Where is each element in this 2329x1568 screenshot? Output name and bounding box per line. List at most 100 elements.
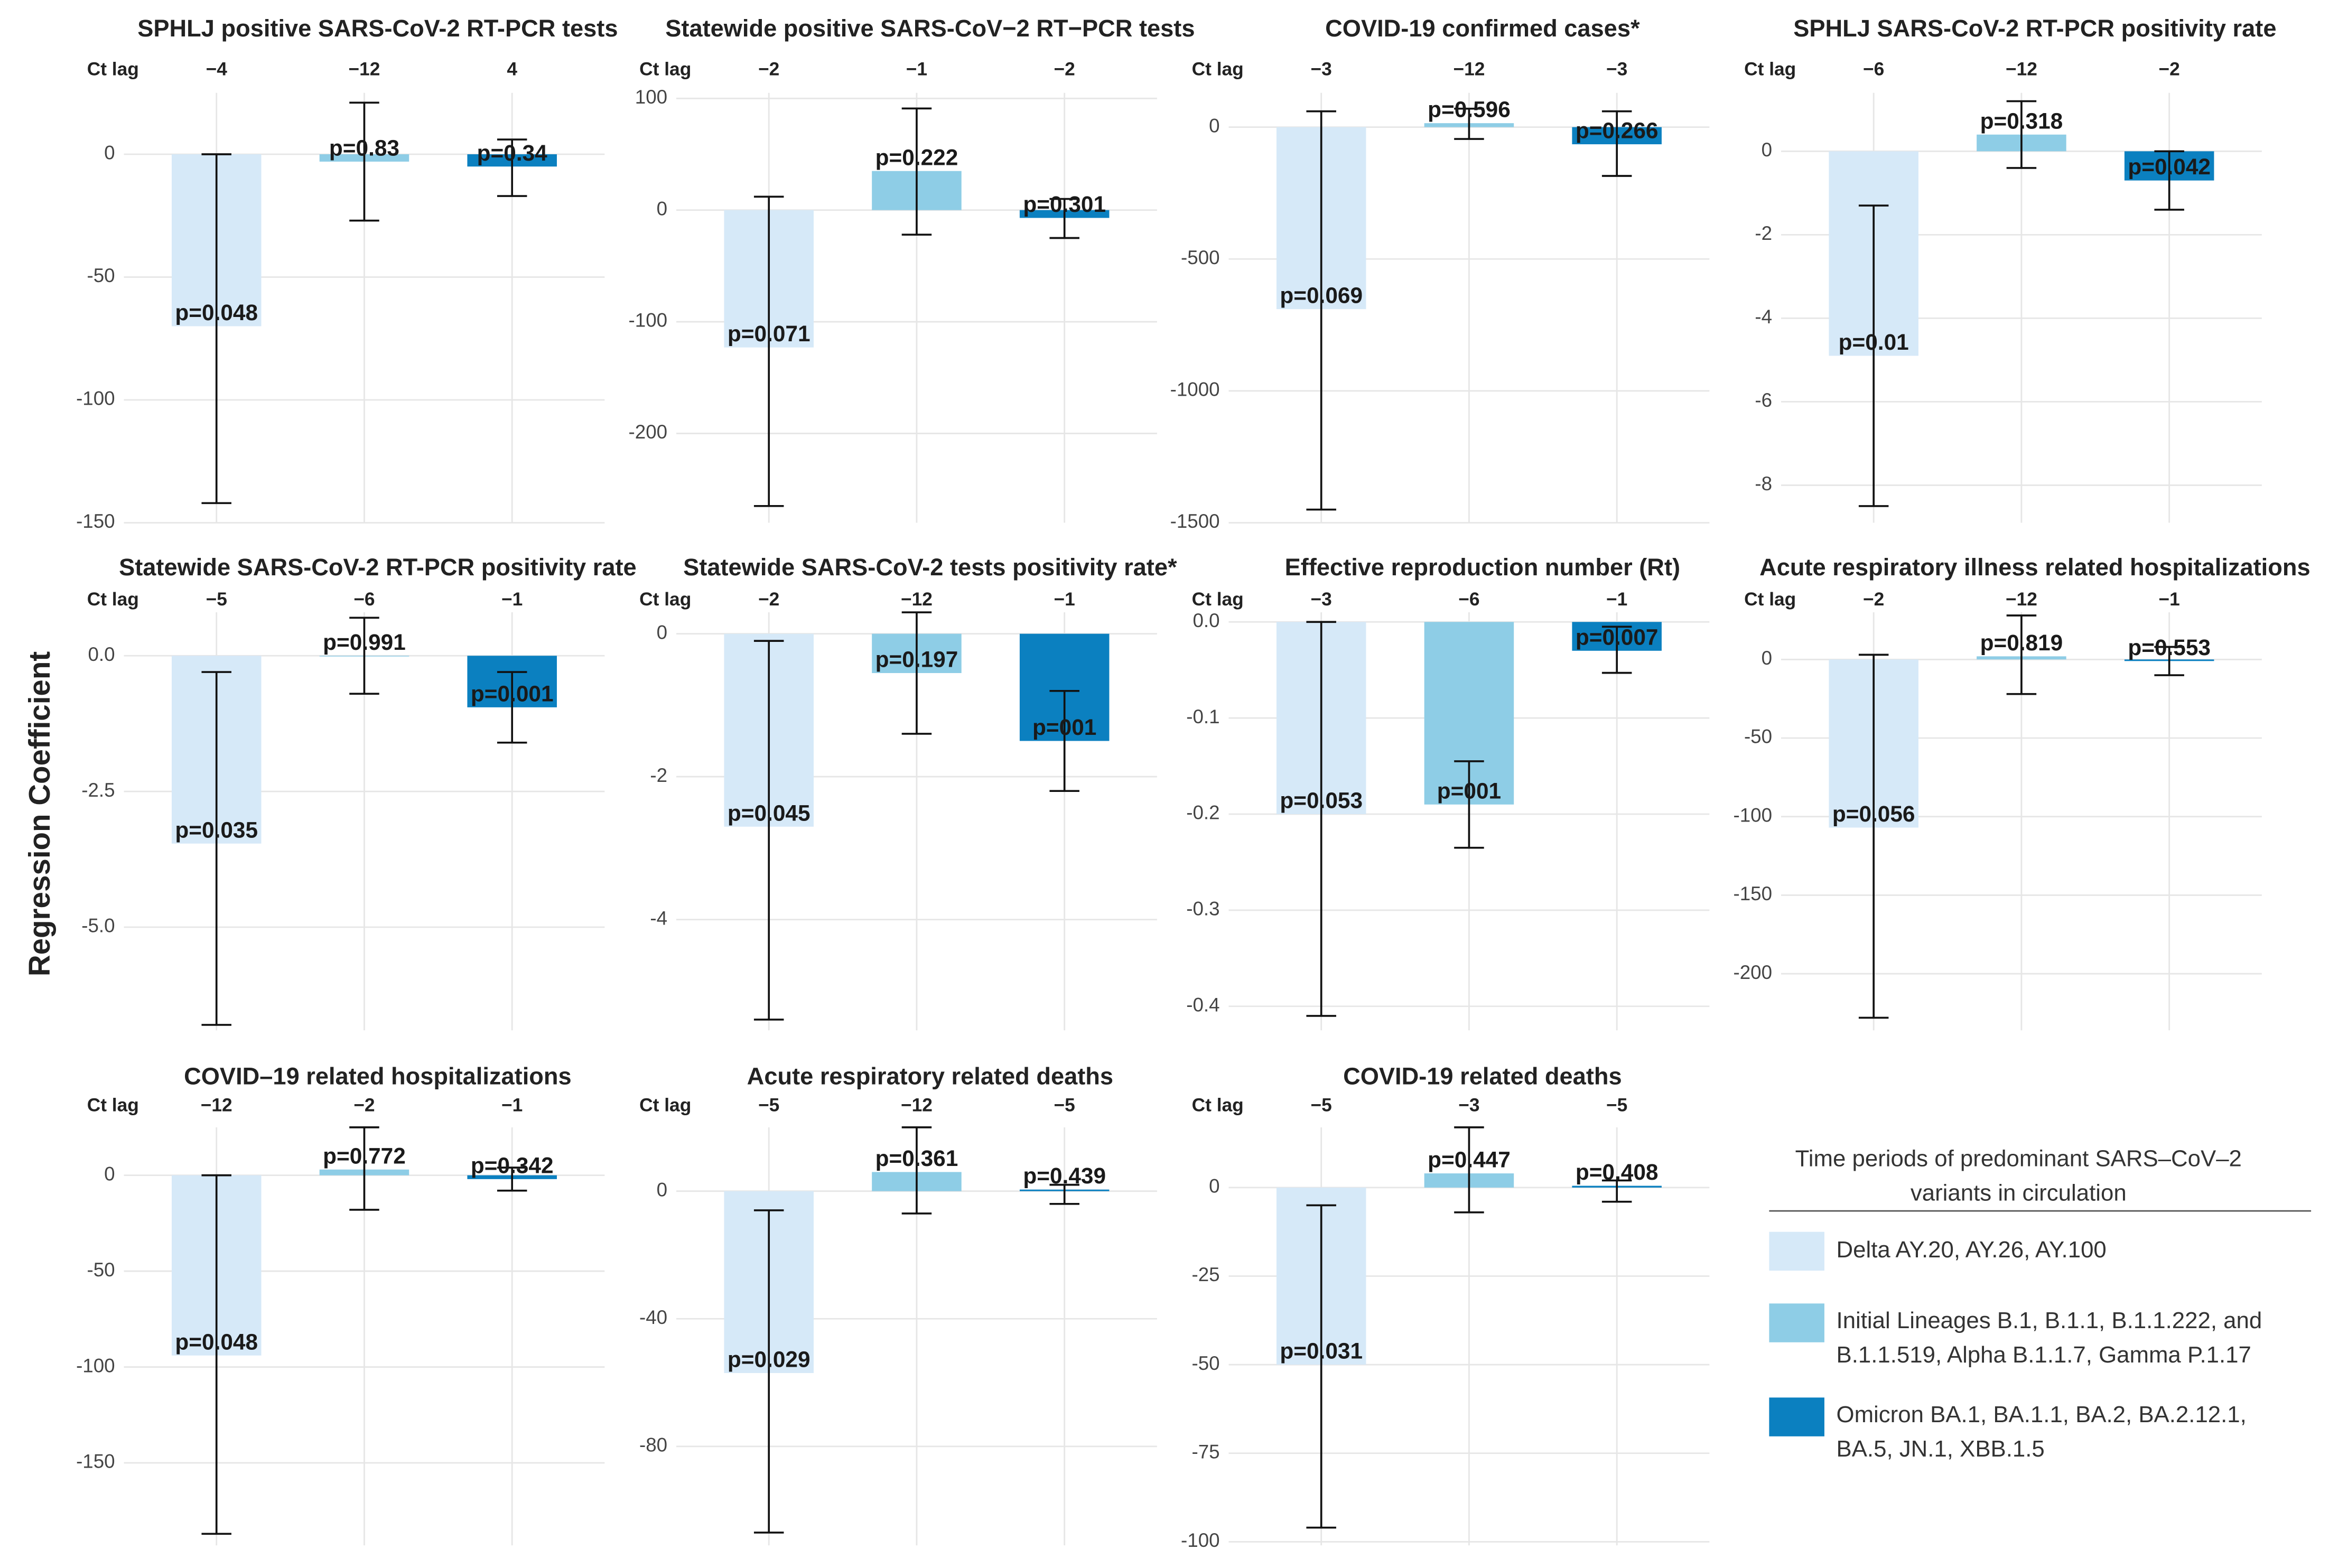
- legend-label: B.1.1.519, Alpha B.1.1.7, Gamma P.1.17: [1837, 1342, 2251, 1368]
- p-value-label: p=0.361: [875, 1146, 958, 1171]
- y-tick-label: 100: [635, 86, 667, 108]
- y-tick-label: -4: [1755, 306, 1772, 328]
- ct-lag-value: −5: [758, 1095, 779, 1116]
- ct-lag-label: Ct lag: [1744, 589, 1796, 610]
- y-tick-label: -75: [1191, 1441, 1219, 1462]
- p-value-label: p=0.318: [1980, 108, 2063, 133]
- y-tick-label: -80: [639, 1434, 667, 1456]
- ct-lag-value: −3: [1311, 589, 1332, 610]
- ct-lag-label: Ct lag: [1192, 1095, 1244, 1116]
- p-value-label: p=0.053: [1280, 788, 1363, 813]
- ct-lag-label: Ct lag: [639, 59, 691, 80]
- y-tick-label: -5.0: [81, 915, 115, 937]
- y-tick-label: -6: [1755, 389, 1772, 411]
- ct-lag-value: −4: [206, 59, 228, 80]
- legend-label: Delta AY.20, AY.26, AY.100: [1837, 1237, 2107, 1263]
- ct-lag-value: −12: [2006, 589, 2037, 610]
- y-tick-label: 0.0: [88, 643, 115, 665]
- p-value-label: p=0.01: [1839, 330, 1909, 354]
- p-value-label: p=0.266: [1576, 118, 1659, 143]
- y-tick-label: 0: [657, 198, 667, 219]
- p-value-label: p=0.048: [175, 1329, 258, 1354]
- ct-lag-label: Ct lag: [87, 589, 139, 610]
- p-value-label: p=0.83: [329, 136, 399, 161]
- y-tick-label: -150: [76, 510, 115, 532]
- y-tick-label: -100: [1734, 804, 1773, 826]
- p-value-label: p=0.001: [471, 681, 554, 706]
- p-value-label: p=0.553: [2128, 635, 2211, 660]
- y-tick-label: -100: [629, 310, 668, 331]
- p-value-label: p=0.048: [175, 300, 258, 325]
- p-value-label: p=0.34: [477, 141, 548, 165]
- y-tick-label: -0.4: [1186, 994, 1219, 1015]
- ct-lag-label: Ct lag: [639, 1095, 691, 1116]
- p-value-label: p=0.447: [1428, 1147, 1511, 1172]
- p-value-label: p=0.772: [323, 1143, 406, 1168]
- legend-label: BA.5, JN.1, XBB.1.5: [1837, 1436, 2045, 1462]
- y-tick-label: 0: [1762, 647, 1772, 669]
- ct-lag-value: −3: [1606, 59, 1627, 80]
- p-value-label: p=0.342: [471, 1153, 554, 1178]
- y-tick-label: -200: [1734, 962, 1773, 983]
- y-tick-label: 0: [104, 142, 115, 164]
- y-tick-label: -50: [1744, 726, 1772, 748]
- y-tick-label: -150: [1734, 883, 1773, 904]
- ct-lag-value: −1: [2159, 589, 2180, 610]
- p-value-label: p=0.439: [1023, 1163, 1106, 1188]
- ct-lag-value: −6: [353, 589, 375, 610]
- p-value-label: p=0.056: [1832, 801, 1915, 826]
- ct-lag-value: −2: [1863, 589, 1884, 610]
- y-tick-label: -2: [1755, 222, 1772, 244]
- ct-lag-value: −2: [758, 589, 779, 610]
- y-tick-label: -50: [1191, 1352, 1219, 1374]
- ct-lag-value: −5: [1311, 1095, 1332, 1116]
- y-tick-label: -1000: [1170, 379, 1220, 400]
- ct-lag-value: −6: [1458, 589, 1479, 610]
- panel-title: Acute respiratory related deaths: [747, 1063, 1113, 1090]
- p-value-label: p=0.819: [1980, 630, 2063, 655]
- p-value-label: p=0.035: [175, 817, 258, 842]
- p-value-label: p=0.197: [875, 647, 958, 672]
- y-tick-label: -1500: [1170, 510, 1220, 532]
- ct-lag-value: −1: [906, 59, 927, 80]
- y-tick-label: 0: [1209, 1175, 1219, 1197]
- ct-lag-value: −3: [1458, 1095, 1479, 1116]
- ct-lag-value: −2: [758, 59, 779, 80]
- ct-lag-label: Ct lag: [1744, 59, 1796, 80]
- y-tick-label: -100: [76, 388, 115, 409]
- p-value-label: p=0.596: [1428, 97, 1511, 122]
- ct-lag-value: −2: [2159, 59, 2180, 80]
- y-tick-label: -200: [629, 421, 668, 443]
- y-axis-label: Regression Coefficient: [23, 651, 56, 977]
- ct-lag-value: −2: [353, 1095, 375, 1116]
- p-value-label: p=0.301: [1023, 192, 1106, 217]
- p-value-label: p=0.991: [323, 630, 406, 655]
- ct-lag-value: −12: [201, 1095, 232, 1116]
- ct-lag-value: −2: [1054, 59, 1075, 80]
- ct-lag-label: Ct lag: [639, 589, 691, 610]
- p-value-label: p=0.071: [728, 321, 811, 346]
- legend-label: Initial Lineages B.1, B.1.1, B.1.1.222, …: [1837, 1308, 2262, 1333]
- ct-lag-value: −12: [2006, 59, 2037, 80]
- y-tick-label: -8: [1755, 473, 1772, 494]
- ct-lag-value: −5: [1606, 1095, 1627, 1116]
- y-tick-label: -2: [650, 764, 667, 786]
- y-tick-label: -0.2: [1186, 802, 1219, 824]
- legend-swatch: [1769, 1303, 1824, 1342]
- panel-title: SPHLJ SARS-CoV-2 RT-PCR positivity rate: [1793, 15, 2276, 42]
- y-tick-label: 0: [1762, 139, 1772, 161]
- ct-lag-value: −3: [1311, 59, 1332, 80]
- y-tick-label: -150: [76, 1451, 115, 1472]
- ct-lag-value: −1: [501, 589, 523, 610]
- ct-lag-value: −1: [1054, 589, 1075, 610]
- legend-label: Omicron BA.1, BA.1.1, BA.2, BA.2.12.1,: [1837, 1402, 2247, 1427]
- y-tick-label: -4: [650, 907, 667, 929]
- panel-title: SPHLJ positive SARS-CoV-2 RT-PCR tests: [137, 15, 618, 42]
- y-tick-label: 0: [104, 1163, 115, 1184]
- legend-title: Time periods of predominant SARS–CoV–2: [1795, 1146, 2242, 1172]
- ct-lag-value: −12: [901, 1095, 933, 1116]
- panel-title: Effective reproduction number (Rt): [1285, 554, 1680, 581]
- ct-lag-value: −1: [1606, 589, 1627, 610]
- y-tick-label: -0.1: [1186, 706, 1219, 727]
- p-value-label: p=0.029: [728, 1347, 811, 1372]
